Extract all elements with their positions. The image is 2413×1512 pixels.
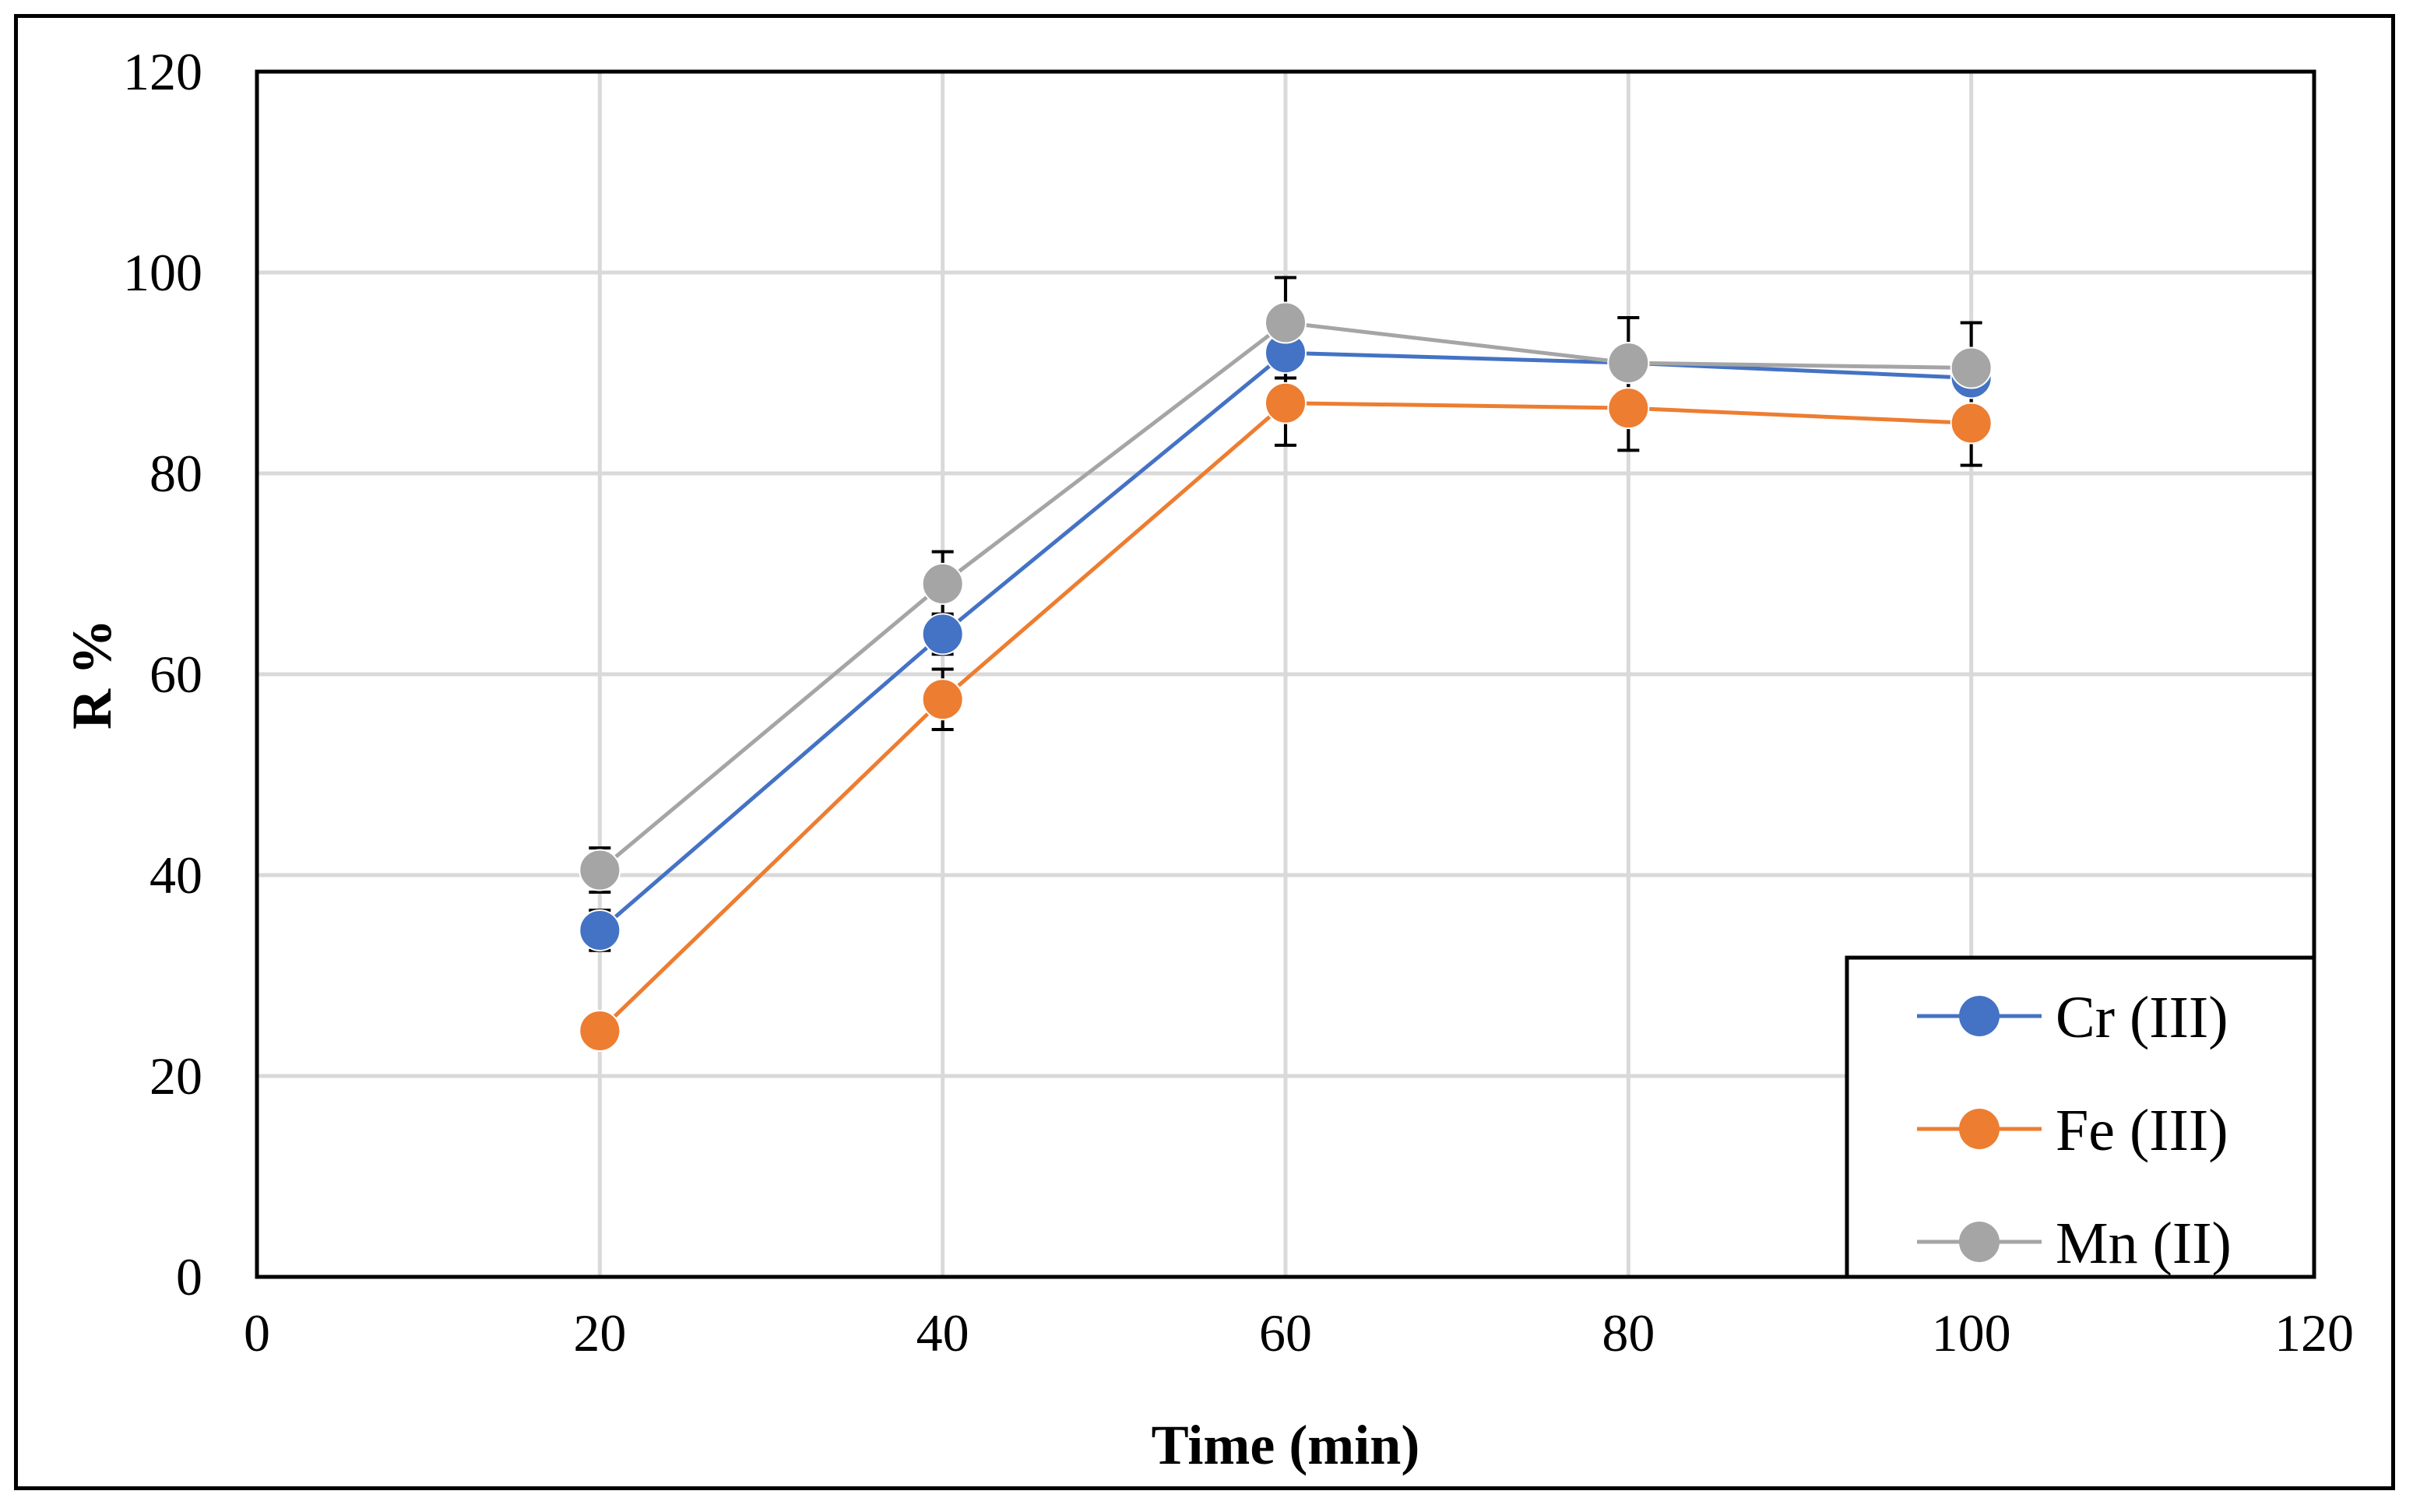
y-tick-label: 20 [149,1046,202,1106]
y-tick-label: 100 [123,243,202,302]
x-tick-label: 40 [916,1303,969,1363]
y-tick-label: 80 [149,444,202,503]
x-tick-label: 120 [2274,1303,2354,1363]
y-tick-label: 40 [149,846,202,905]
legend-label: Fe (III) [2056,1098,2228,1163]
data-point [921,562,964,605]
x-tick-label: 0 [244,1303,270,1363]
data-point [1265,382,1307,424]
data-point [579,909,621,951]
data-point [1607,387,1650,430]
x-tick-label: 60 [1259,1303,1312,1363]
data-point [1265,301,1307,344]
series-markers [579,382,1993,1052]
legend: Cr (III) Fe (III) Mn (II) [1845,955,2316,1279]
x-axis-ticks: 0 20 40 60 80 100 120 [244,1303,2354,1363]
data-point [921,613,964,656]
y-tick-label: 60 [149,645,202,704]
series-layer [579,276,1993,1052]
y-axis-ticks: 0 20 40 60 80 100 120 [123,42,202,1306]
y-tick-label: 120 [123,42,202,101]
legend-marker [1959,996,2000,1036]
legend-marker [1959,1109,2000,1149]
legend-label: Cr (III) [2056,985,2228,1050]
data-point [921,678,964,721]
plot-area-border [255,69,2316,1279]
x-tick-label: 100 [1932,1303,2011,1363]
y-tick-label: 0 [176,1247,202,1306]
data-point [1950,346,1993,389]
legend-marker [1959,1222,2000,1262]
series-markers [579,301,1993,891]
data-point [1950,402,1993,445]
legend-label: Mn (II) [2056,1211,2232,1276]
x-tick-label: 80 [1602,1303,1655,1363]
data-point [579,849,621,891]
x-axis-title: Time (min) [1152,1414,1420,1476]
legend-box [1845,955,2316,1279]
data-point [579,1009,621,1052]
x-tick-label: 20 [573,1303,626,1363]
data-point [1607,342,1650,385]
y-axis-title: R % [61,619,123,730]
